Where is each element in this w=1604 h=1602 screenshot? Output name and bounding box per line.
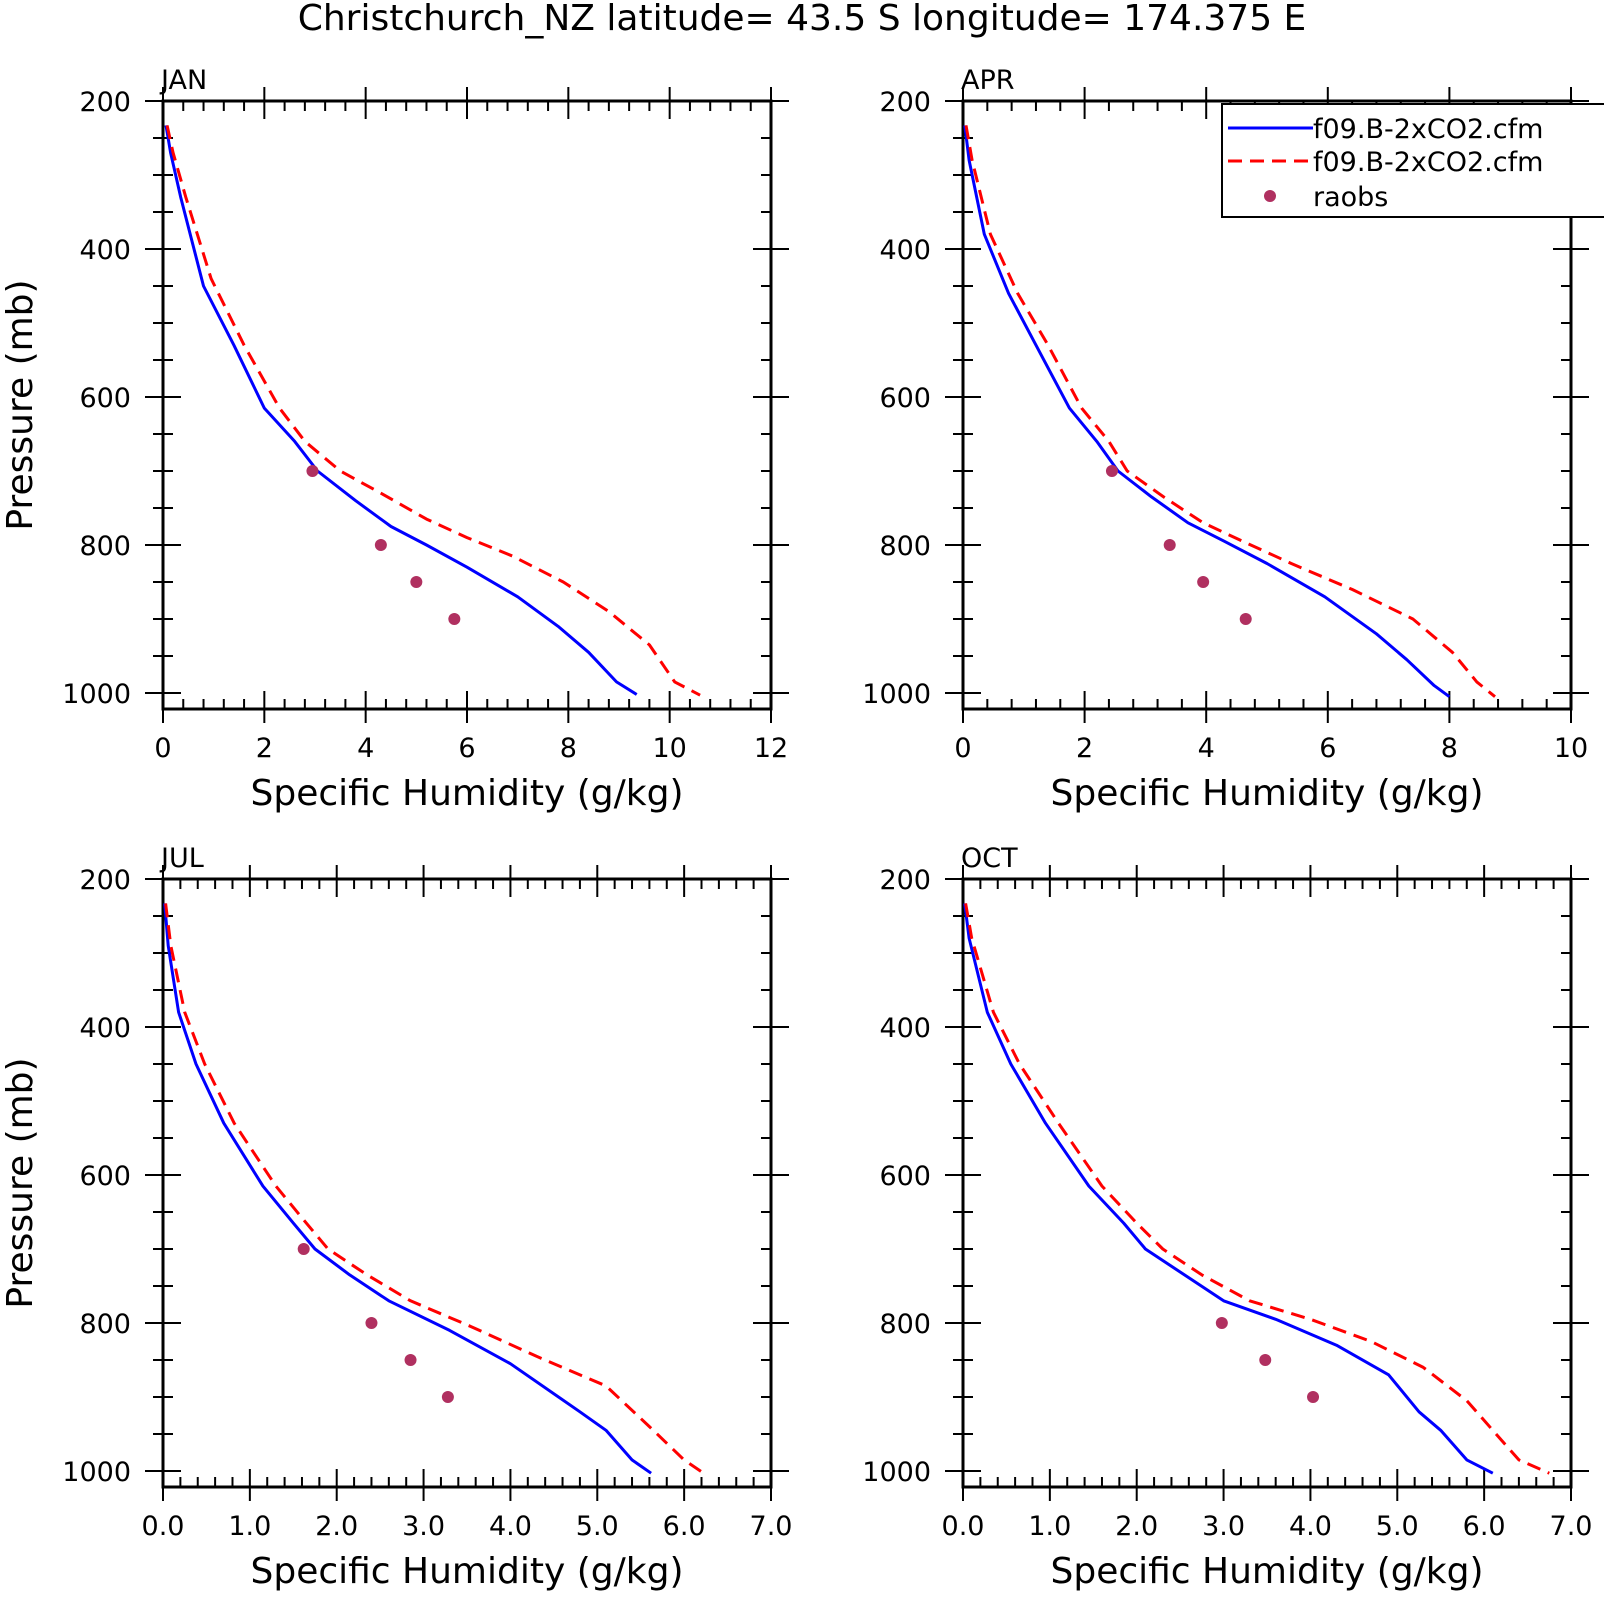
x-tick-label-jul: 7.0 — [750, 1511, 793, 1542]
solid-series-line-apr — [963, 125, 1451, 698]
plot-frame-jul — [161, 877, 773, 1489]
x-tick-label-oct: 0.0 — [942, 1511, 985, 1542]
panel-jul: JUL 200 400 600 800 1000 0.0 1.0 2.0 3.0 4.0 5.0 6.0… — [0, 843, 792, 1592]
y-tick-label-apr: 800 — [879, 531, 931, 562]
panel-label-jan: JAN — [159, 65, 207, 96]
y-tick-label-apr: 200 — [879, 87, 931, 118]
y-tick-label-jan: 400 — [79, 235, 131, 266]
plot-frame-oct — [961, 877, 1573, 1489]
x-tick-label-jul: 2.0 — [315, 1511, 358, 1542]
x-tick-label-jan: 8 — [560, 733, 577, 764]
y-tick-label-oct: 200 — [879, 865, 931, 896]
legend-label-model2: f09.B-2xCO2.cfm — [1313, 147, 1543, 178]
raobs-point-apr — [1105, 465, 1118, 477]
y-axis-title-jan: Pressure (mb) — [0, 279, 41, 530]
x-tick-label-apr: 2 — [1076, 733, 1093, 764]
x-tick-label-oct: 6.0 — [1463, 1511, 1506, 1542]
y-tick-label-jul: 800 — [79, 1309, 131, 1340]
y-tick-label-jan: 200 — [79, 87, 131, 118]
raobs-point-oct — [1215, 1317, 1228, 1329]
x-tick-label-jan: 2 — [256, 733, 273, 764]
x-axis-title-jan: Specific Humidity (g/kg) — [250, 773, 683, 814]
x-tick-label-jan: 12 — [754, 733, 788, 764]
y-tick-label-jul: 400 — [79, 1013, 131, 1044]
raobs-point-jul — [441, 1391, 454, 1403]
y-tick-label-jul: 1000 — [62, 1457, 131, 1488]
y-tick-label-apr: 600 — [879, 383, 931, 414]
x-tick-label-jan: 0 — [154, 733, 171, 764]
x-tick-label-oct: 1.0 — [1028, 1511, 1071, 1542]
plot-frame-apr — [961, 99, 1573, 711]
raobs-point-apr — [1239, 613, 1252, 625]
raobs-point-jul — [365, 1317, 378, 1329]
x-tick-label-jul: 1.0 — [228, 1511, 271, 1542]
x-tick-label-jul: 4.0 — [489, 1511, 532, 1542]
y-tick-label-oct: 800 — [879, 1309, 931, 1340]
legend-marker-raobs — [1264, 190, 1276, 202]
y-tick-label-jul: 600 — [79, 1161, 131, 1192]
figure-title: Christchurch_NZ latitude= 43.5 S longitu… — [298, 0, 1307, 39]
y-axis-title-jul: Pressure (mb) — [0, 1057, 41, 1308]
x-tick-label-jan: 6 — [458, 733, 475, 764]
legend-label-raobs: raobs — [1313, 182, 1388, 213]
x-tick-label-jul: 5.0 — [576, 1511, 619, 1542]
x-tick-label-jul: 0.0 — [142, 1511, 185, 1542]
x-tick-label-oct: 4.0 — [1289, 1511, 1332, 1542]
x-tick-label-oct: 7.0 — [1550, 1511, 1593, 1542]
x-tick-label-oct: 2.0 — [1115, 1511, 1158, 1542]
solid-series-line-jan — [164, 125, 638, 696]
raobs-point-oct — [1307, 1391, 1320, 1403]
x-tick-label-apr: 10 — [1554, 733, 1588, 764]
y-tick-label-apr: 1000 — [862, 679, 931, 710]
y-tick-label-jan: 600 — [79, 383, 131, 414]
x-axis-title-jul: Specific Humidity (g/kg) — [250, 1551, 683, 1592]
y-tick-label-jan: 800 — [79, 531, 131, 562]
panel-label-jul: JUL — [159, 843, 204, 874]
x-tick-label-oct: 5.0 — [1376, 1511, 1419, 1542]
y-tick-label-jan: 1000 — [62, 679, 131, 710]
x-tick-label-apr: 6 — [1319, 733, 1336, 764]
raobs-point-jan — [374, 539, 387, 551]
raobs-point-apr — [1197, 576, 1210, 588]
panel-label-apr: APR — [961, 65, 1015, 96]
x-tick-label-jan: 4 — [357, 733, 374, 764]
raobs-point-jan — [410, 576, 423, 588]
raobs-point-apr — [1163, 539, 1176, 551]
y-tick-label-oct: 400 — [879, 1013, 931, 1044]
raobs-point-oct — [1259, 1354, 1272, 1366]
legend-label-model1: f09.B-2xCO2.cfm — [1313, 114, 1543, 145]
legend: f09.B-2xCO2.cfm f09.B-2xCO2.cfm raobs — [1221, 103, 1604, 218]
x-tick-label-apr: 8 — [1441, 733, 1458, 764]
x-tick-label-jan: 10 — [652, 733, 686, 764]
solid-series-line-oct — [963, 903, 1494, 1475]
y-tick-label-oct: 1000 — [862, 1457, 931, 1488]
dashed-series-line-jul — [164, 903, 707, 1476]
panel-apr: APR 200 400 600 800 1000 0 2 4 6 8 10 Specific Humid… — [862, 65, 1589, 814]
x-tick-label-apr: 0 — [954, 733, 971, 764]
x-tick-label-apr: 4 — [1198, 733, 1215, 764]
x-axis-title-oct: Specific Humidity (g/kg) — [1050, 1551, 1483, 1592]
raobs-point-jan — [306, 465, 319, 477]
x-tick-label-jul: 6.0 — [663, 1511, 706, 1542]
panel-oct: OCT 200 400 600 800 1000 0.0 1.0 2.0 3.0 4.0 5.0 6.0… — [862, 843, 1592, 1592]
y-tick-label-oct: 600 — [879, 1161, 931, 1192]
panel-jan: JAN 200 400 600 800 1000 0 2 4 6 8 10 12 Specific Hum… — [0, 65, 789, 814]
raobs-point-jul — [297, 1243, 310, 1255]
dashed-series-line-jan — [165, 125, 701, 697]
x-axis-title-apr: Specific Humidity (g/kg) — [1050, 773, 1483, 814]
raobs-point-jan — [448, 613, 461, 625]
y-tick-label-apr: 400 — [879, 235, 931, 266]
x-tick-label-jul: 3.0 — [402, 1511, 445, 1542]
dashed-series-line-oct — [964, 903, 1550, 1475]
dashed-series-line-apr — [964, 125, 1496, 698]
x-tick-label-oct: 3.0 — [1202, 1511, 1245, 1542]
solid-series-line-jul — [163, 903, 652, 1475]
plot-frame-jan — [161, 99, 773, 711]
panel-label-oct: OCT — [961, 843, 1018, 874]
raobs-point-jul — [404, 1354, 417, 1366]
y-tick-label-jul: 200 — [79, 865, 131, 896]
